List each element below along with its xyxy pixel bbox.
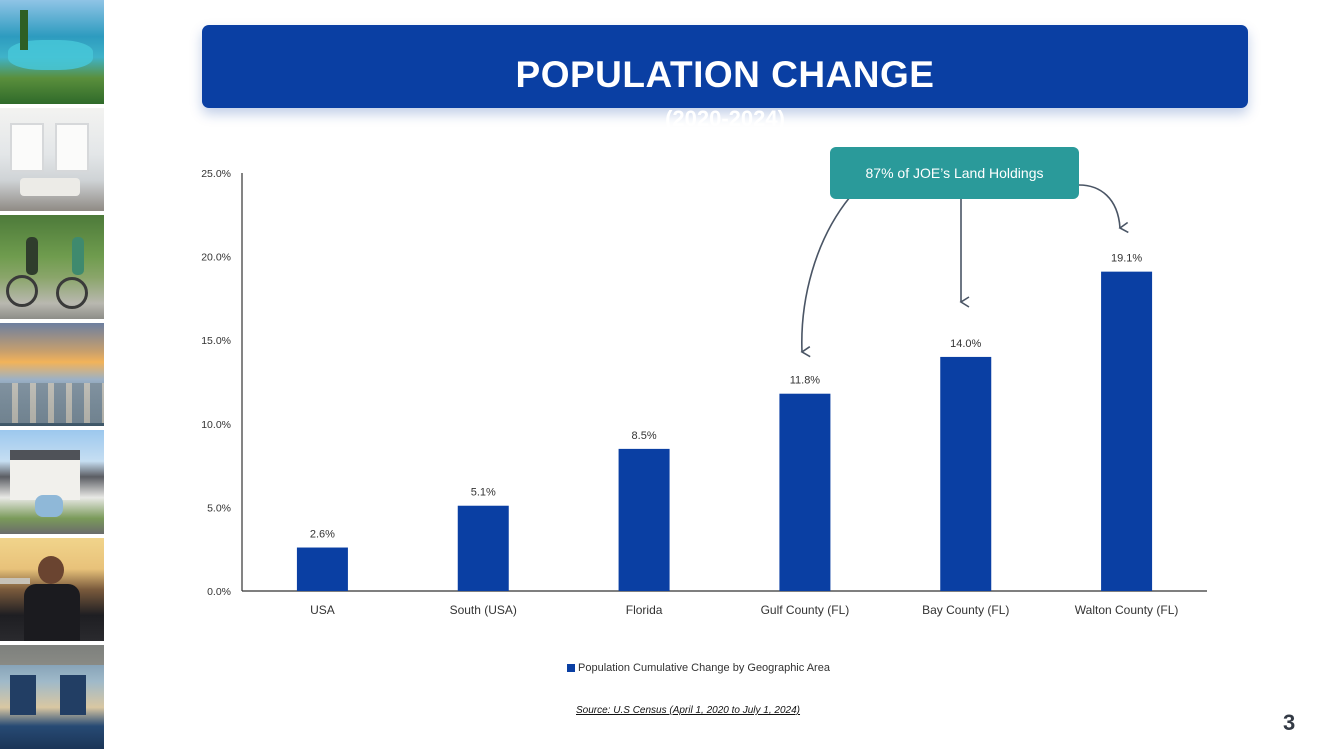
y-tick-label: 10.0% [201, 419, 231, 431]
bar-bay-county-fl [940, 356, 992, 591]
data-label: 8.5% [632, 430, 657, 442]
photo-server [0, 537, 104, 642]
bar-gulf-county-fl [779, 393, 831, 591]
bar-florida [618, 448, 670, 591]
photo-house-scooter [0, 430, 104, 534]
photo-strip [0, 0, 104, 749]
x-tick-label: Walton County (FL) [1075, 603, 1179, 617]
chart-legend: Population Cumulative Change by Geograph… [567, 662, 830, 674]
data-label: 2.6% [310, 529, 335, 541]
bar-walton-county-fl [1101, 271, 1153, 591]
arrow-to-gulf-county [800, 196, 851, 358]
photo-sunset [0, 322, 104, 427]
data-label: 5.1% [471, 487, 496, 499]
y-tick-label: 20.0% [201, 252, 231, 264]
photo-interior [0, 107, 104, 212]
x-tick-label: Bay County (FL) [922, 603, 1009, 617]
page-number: 3 [1283, 710, 1296, 735]
title-banner: POPULATION CHANGE (2020-2024) [202, 25, 1248, 131]
y-tick-label: 15.0% [201, 335, 231, 347]
arrow-to-walton-county [1078, 184, 1129, 234]
bars: 2.6% USA 5.1% South (USA) 8.5% Florida 11.8% Gu… [296, 253, 1179, 617]
photo-bikes [0, 215, 104, 319]
y-axis-ticks: 0.0% 5.0% 10.0% 15.0% 20.0% 25.0% [201, 168, 231, 598]
data-label: 11.8% [790, 375, 821, 387]
legend-label: Population Cumulative Change by Geograph… [578, 662, 830, 674]
callout-text: 87% of JOE’s Land Holdings [865, 165, 1044, 181]
bar-usa [296, 547, 348, 591]
data-label: 14.0% [950, 338, 981, 350]
source-note: Source: U.S Census (April 1, 2020 to Jul… [576, 705, 801, 716]
photo-resort-pool [0, 0, 104, 104]
page-subtitle: (2020-2024) [665, 106, 785, 131]
x-tick-label: Florida [626, 603, 663, 617]
callout-arrows [800, 184, 1129, 358]
page-title: POPULATION CHANGE [515, 54, 935, 95]
y-tick-label: 5.0% [207, 502, 231, 514]
x-tick-label: South (USA) [450, 603, 517, 617]
x-tick-label: USA [310, 603, 335, 617]
x-tick-label: Gulf County (FL) [761, 603, 850, 617]
land-holdings-callout: 87% of JOE’s Land Holdings [830, 147, 1079, 199]
y-tick-label: 0.0% [207, 586, 231, 598]
y-tick-label: 25.0% [201, 168, 231, 180]
legend-swatch [567, 664, 575, 672]
photo-beach-chairs [0, 645, 104, 749]
bar-south-usa [457, 505, 509, 591]
data-label: 19.1% [1111, 253, 1142, 265]
